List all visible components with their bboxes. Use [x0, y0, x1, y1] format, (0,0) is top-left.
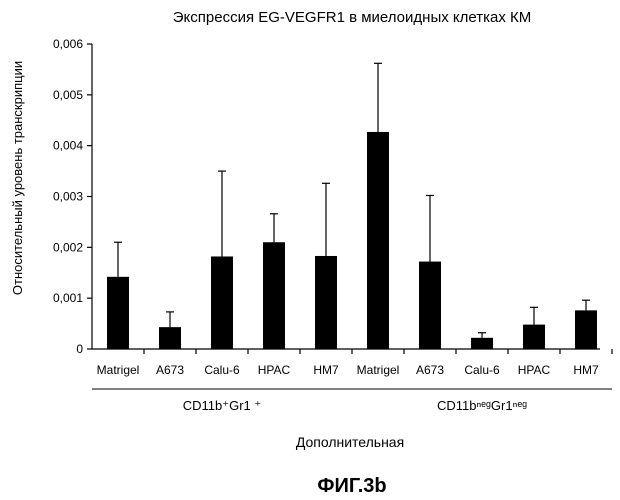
- x-tick-labels: Matrigel A673 Calu-6 HPAC HM7 Matrigel A673 Cal…: [97, 349, 612, 377]
- bar: [211, 256, 233, 349]
- x-tick-label: HM7: [573, 363, 599, 377]
- y-tick-label: 0,004: [53, 139, 83, 153]
- bar: [315, 256, 337, 349]
- y-tick-label: 0,005: [53, 88, 83, 102]
- x-tick-label: A673: [156, 363, 184, 377]
- y-tick-label: 0,006: [53, 37, 83, 51]
- bar: [575, 310, 597, 349]
- chart-title: Экспрессия EG-VEGFR1 в миелоидных клетка…: [173, 9, 531, 26]
- group-label: CD11b⁺Gr1 ⁺: [183, 398, 262, 413]
- y-tick-label: 0,001: [53, 291, 83, 305]
- x-tick-label: Matrigel: [357, 363, 400, 377]
- x-tick-label: Calu-6: [204, 363, 240, 377]
- bar: [367, 132, 389, 349]
- x-tick-label: HPAC: [518, 363, 551, 377]
- x-axis-label: Дополнительная: [296, 434, 404, 450]
- bar: [159, 327, 181, 349]
- x-tick-label: A673: [416, 363, 444, 377]
- y-tick-label: 0: [76, 342, 83, 356]
- x-tick-label: HM7: [313, 363, 339, 377]
- y-tick-label: 0,003: [53, 190, 83, 204]
- figure-label: ФИГ.3b: [317, 475, 386, 497]
- bar: [419, 262, 441, 349]
- group-brackets: CD11b⁺Gr1 ⁺ CD11bⁿᵉᵍGr1ⁿᵉᵍ: [92, 389, 612, 413]
- y-tick-label: 0,002: [53, 240, 83, 254]
- x-tick-label: Calu-6: [464, 363, 500, 377]
- bar: [471, 338, 493, 349]
- y-axis-label: Относительный уровень транскрипции: [10, 61, 25, 295]
- bar: [263, 242, 285, 349]
- x-tick-label: Matrigel: [97, 363, 140, 377]
- x-tick-label: HPAC: [258, 363, 291, 377]
- bar: [107, 277, 129, 349]
- bar: [523, 325, 545, 349]
- group-label: CD11bⁿᵉᵍGr1ⁿᵉᵍ: [437, 398, 527, 413]
- bars: [107, 63, 597, 349]
- y-ticks: 0 0,001 0,002 0,003 0,004 0,005 0,006: [53, 37, 92, 356]
